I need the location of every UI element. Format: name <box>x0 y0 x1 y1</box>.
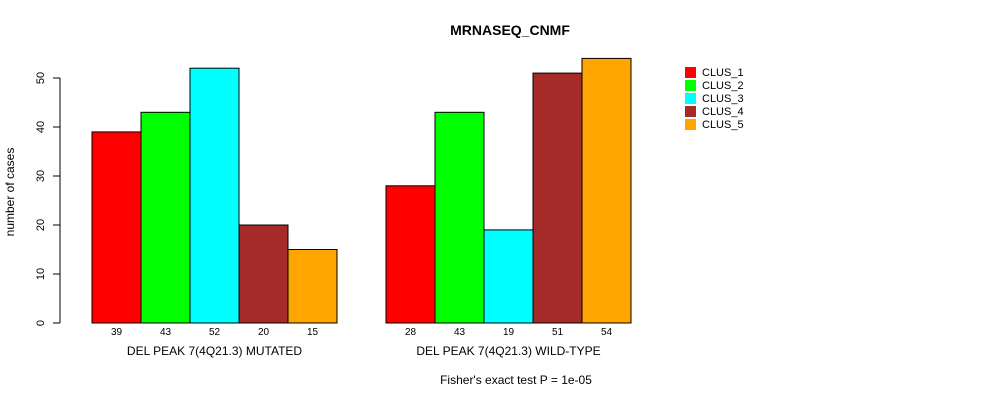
bar-value-labels: 39 43 52 20 15 28 43 19 51 54 <box>111 327 613 338</box>
bar-value-label: 28 <box>405 327 417 338</box>
legend-swatch <box>685 119 696 130</box>
y-axis: 0 10 20 30 40 50 <box>35 72 61 326</box>
bar-value-label: 20 <box>258 327 270 338</box>
bar-clus-5 <box>287 249 338 324</box>
bar-value-label: 15 <box>307 327 319 338</box>
legend-label: CLUS_1 <box>702 67 744 79</box>
y-tick-label: 50 <box>35 72 47 84</box>
legend-swatch <box>685 93 696 104</box>
bar-clus-4 <box>238 224 289 324</box>
bar-clus-3 <box>189 67 240 324</box>
bar-value-label: 54 <box>601 327 613 338</box>
group-label: DEL PEAK 7(4Q21.3) WILD-TYPE <box>416 344 600 358</box>
bar-clus-1 <box>385 185 436 324</box>
legend-label: CLUS_2 <box>702 80 744 92</box>
bar-clus-5 <box>581 57 632 324</box>
bar-value-label: 52 <box>209 327 221 338</box>
bar-clus-4 <box>532 72 583 324</box>
y-tick-label: 10 <box>35 268 47 280</box>
legend-label: CLUS_4 <box>702 106 744 118</box>
legend-swatch <box>685 80 696 91</box>
legend-label: CLUS_5 <box>702 119 744 131</box>
group-label: DEL PEAK 7(4Q21.3) MUTATED <box>127 344 302 358</box>
bar-value-label: 43 <box>454 327 466 338</box>
y-tick-label: 40 <box>35 121 47 133</box>
bar-value-label: 43 <box>160 327 172 338</box>
bar-clus-3 <box>483 229 534 324</box>
legend-swatch <box>685 67 696 78</box>
bars <box>91 57 632 324</box>
footnote: Fisher's exact test P = 1e-05 <box>440 373 592 387</box>
y-tick-label: 20 <box>35 219 47 231</box>
chart-title: MRNASEQ_CNMF <box>450 22 570 38</box>
bar-clus-1 <box>91 131 142 324</box>
bar-value-label: 39 <box>111 327 123 338</box>
y-axis-label: number of cases <box>3 148 17 237</box>
bar-value-label: 51 <box>552 327 564 338</box>
bar-clus-2 <box>140 111 191 324</box>
y-tick-label: 30 <box>35 170 47 182</box>
bar-clus-2 <box>434 111 485 324</box>
bar-value-label: 19 <box>503 327 515 338</box>
group-labels: DEL PEAK 7(4Q21.3) MUTATED DEL PEAK 7(4Q2… <box>127 344 601 358</box>
y-tick-label: 0 <box>35 320 47 326</box>
legend-label: CLUS_3 <box>702 93 744 105</box>
legend-swatch <box>685 106 696 117</box>
